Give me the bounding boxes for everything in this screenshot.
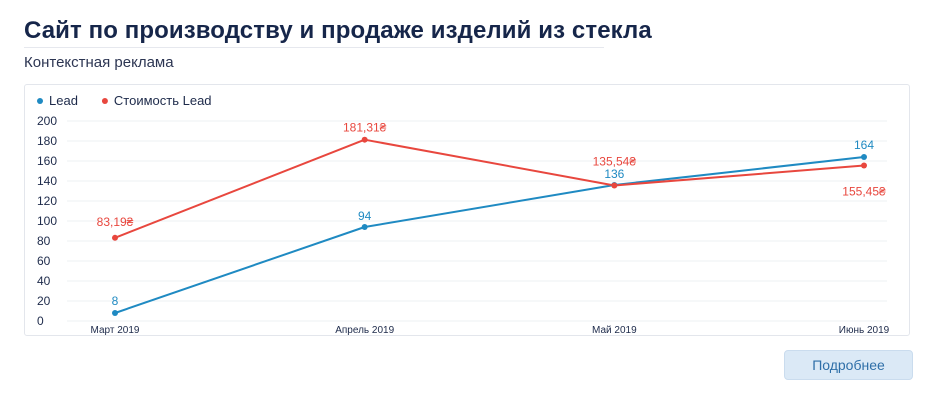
page-subtitle: Контекстная реклама	[24, 54, 174, 71]
data-point	[361, 224, 368, 230]
legend-entry: Стоимость Lead	[114, 93, 212, 108]
x-tick-label: Март 2019	[91, 325, 140, 336]
legend-marker	[101, 98, 108, 104]
data-point	[611, 182, 618, 189]
y-tick-label: 80	[37, 234, 51, 248]
x-tick-label: Апрель 2019	[335, 325, 394, 336]
legend-entry: Lead	[49, 93, 78, 108]
y-tick-label: 40	[37, 274, 51, 288]
y-tick-label: 0	[37, 314, 44, 328]
x-tick-label: Май 2019	[592, 325, 637, 336]
data-label: 135,54₴	[593, 154, 637, 168]
y-tick-label: 100	[37, 214, 57, 228]
data-point	[112, 310, 118, 316]
y-tick-label: 200	[37, 114, 57, 128]
data-label: 94	[358, 209, 372, 223]
x-tick-label: Июнь 2019	[839, 325, 890, 336]
title-divider	[24, 47, 604, 48]
data-point	[861, 154, 867, 160]
y-tick-label: 20	[37, 294, 51, 308]
data-point	[361, 136, 368, 143]
y-tick-label: 180	[37, 134, 57, 148]
data-point	[861, 162, 867, 169]
data-label: 155,45₴	[842, 185, 886, 199]
line-chart: 0 20 40 60 80 100 120 140 160 180 200 Март 2019 Апре…	[37, 93, 890, 336]
data-label: 164	[854, 138, 874, 152]
y-tick-label: 120	[37, 194, 57, 208]
y-tick-label: 160	[37, 154, 57, 168]
data-label: 83,19₴	[97, 215, 134, 229]
data-label: 8	[112, 294, 119, 308]
page-title: Сайт по производству и продаже изделий и…	[24, 17, 652, 44]
y-tick-label: 140	[37, 174, 57, 188]
chart-card: 0 20 40 60 80 100 120 140 160 180 200 Март 2019 Апре…	[24, 84, 910, 336]
data-point	[112, 234, 118, 241]
series-line	[114, 138, 865, 239]
y-tick-label: 60	[37, 254, 51, 268]
series-line	[114, 156, 865, 314]
details-button[interactable]: Подробнее	[784, 350, 913, 380]
legend-marker	[37, 98, 43, 104]
data-label: 181,31₴	[343, 121, 387, 135]
data-label: 136	[604, 167, 624, 181]
